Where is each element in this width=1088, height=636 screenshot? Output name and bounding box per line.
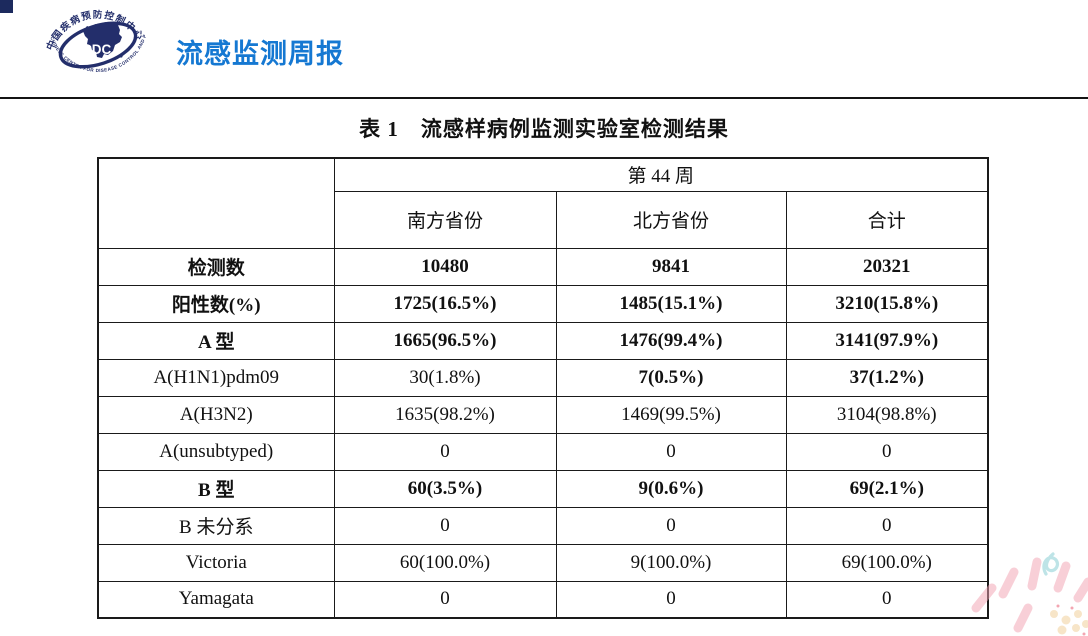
results-table: 第 44 周 南方省份 北方省份 合计 检测数 10480 9841 20321 阳性数…	[97, 157, 990, 619]
table-row: A(H3N2) 1635(98.2%) 1469(99.5%) 3104(98.8%)	[97, 395, 989, 434]
row-label: A 型	[97, 321, 335, 360]
table-row: Yamagata 0 0 0	[97, 580, 989, 619]
cell-value: 69(2.1%)	[785, 469, 989, 508]
cell-value: 1725(16.5%)	[333, 284, 557, 323]
row-label: Victoria	[97, 543, 335, 582]
cell-value: 3210(15.8%)	[785, 284, 989, 323]
cell-value: 1665(96.5%)	[333, 321, 557, 360]
row-label: 检测数	[97, 247, 335, 286]
row-label: B 型	[97, 469, 335, 508]
column-header-north: 北方省份	[555, 190, 787, 249]
cell-value: 0	[785, 506, 989, 545]
header-divider	[0, 97, 1088, 99]
table-row: A(H1N1)pdm09 30(1.8%) 7(0.5%) 37(1.2%)	[97, 358, 989, 397]
cell-value: 0	[555, 580, 787, 619]
cell-value: 60(100.0%)	[333, 543, 557, 582]
table-row: B 未分系 0 0 0	[97, 506, 989, 545]
column-header-south: 南方省份	[333, 190, 557, 249]
empty-corner-cell	[97, 157, 335, 249]
report-title: 流感监测周报	[176, 39, 344, 69]
cell-value: 0	[333, 580, 557, 619]
cell-value: 9841	[555, 247, 787, 286]
table-row: Victoria 60(100.0%) 9(100.0%) 69(100.0%)	[97, 543, 989, 582]
results-tbody: 第 44 周 南方省份 北方省份 合计 检测数 10480 9841 20321 阳性数…	[97, 157, 989, 619]
cdc-logo-icon: 中国疾病预防控制中心 CHINESE CENTER FOR DISEASE CO…	[38, 0, 157, 103]
cell-value: 37(1.2%)	[785, 358, 989, 397]
logo-cdc-text: CDC	[82, 42, 111, 57]
corner-mark	[0, 0, 13, 13]
table-caption: 表 1 流感样病例监测实验室检测结果	[359, 117, 729, 141]
cell-value: 69(100.0%)	[785, 543, 989, 582]
cell-value: 0	[785, 580, 989, 619]
cell-value: 20321	[785, 247, 989, 286]
table-row: A 型 1665(96.5%) 1476(99.4%) 3141(97.9%)	[97, 321, 989, 360]
row-label: A(unsubtyped)	[97, 432, 335, 471]
cell-value: 1485(15.1%)	[555, 284, 787, 323]
cell-value: 0	[785, 432, 989, 471]
column-header-total: 合计	[785, 190, 989, 249]
week-header-row: 第 44 周	[97, 157, 989, 249]
cell-value: 1635(98.2%)	[333, 395, 557, 434]
cell-value: 9(100.0%)	[555, 543, 787, 582]
table-row: 阳性数(%) 1725(16.5%) 1485(15.1%) 3210(15.8%)	[97, 284, 989, 323]
cell-value: 0	[555, 432, 787, 471]
row-label: A(H3N2)	[97, 395, 335, 434]
results-table-container: 第 44 周 南方省份 北方省份 合计 检测数 10480 9841 20321 阳性数…	[97, 157, 990, 619]
cell-value: 7(0.5%)	[555, 358, 787, 397]
row-label: Yamagata	[97, 580, 335, 619]
week-header-cell: 第 44 周	[333, 157, 989, 192]
row-label: A(H1N1)pdm09	[97, 358, 335, 397]
cell-value: 0	[333, 506, 557, 545]
cell-value: 0	[333, 432, 557, 471]
cell-value: 9(0.6%)	[555, 469, 787, 508]
column-header-row: 南方省份 北方省份 合计	[98, 190, 989, 249]
china-map-shape	[83, 22, 122, 58]
cell-value: 1469(99.5%)	[555, 395, 787, 434]
table-row: B 型 60(3.5%) 9(0.6%) 69(2.1%)	[97, 469, 989, 508]
cell-value: 0	[555, 506, 787, 545]
cell-value: 10480	[333, 247, 557, 286]
cell-value: 3104(98.8%)	[785, 395, 989, 434]
table-row: 检测数 10480 9841 20321	[97, 247, 989, 286]
cell-value: 60(3.5%)	[333, 469, 557, 508]
row-label: 阳性数(%)	[97, 284, 335, 323]
table-row: A(unsubtyped) 0 0 0	[97, 432, 989, 471]
cell-value: 30(1.8%)	[333, 358, 557, 397]
row-label: B 未分系	[97, 506, 335, 545]
cell-value: 3141(97.9%)	[785, 321, 989, 360]
cell-value: 1476(99.4%)	[555, 321, 787, 360]
